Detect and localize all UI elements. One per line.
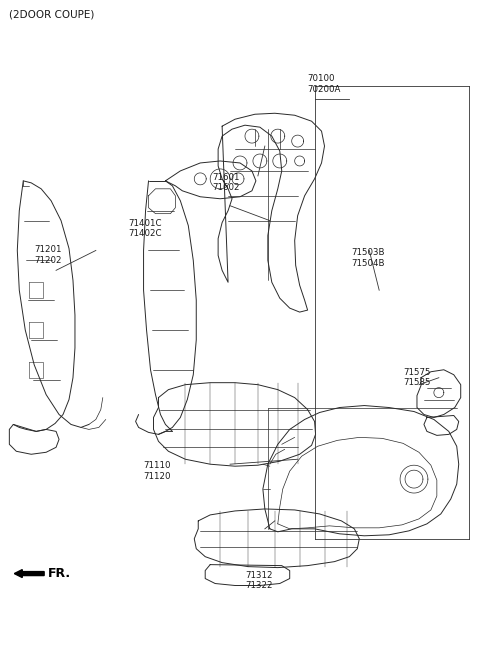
FancyArrow shape — [14, 569, 44, 577]
Text: 71201
71202: 71201 71202 — [34, 245, 62, 265]
Text: 71575
71585: 71575 71585 — [403, 368, 431, 387]
Text: 71312
71322: 71312 71322 — [245, 571, 273, 590]
Text: (2DOOR COUPE): (2DOOR COUPE) — [9, 10, 95, 20]
Text: FR.: FR. — [48, 567, 71, 580]
Text: 71110
71120: 71110 71120 — [144, 461, 171, 481]
Text: 71601
71602: 71601 71602 — [212, 173, 240, 192]
Text: 71503B
71504B: 71503B 71504B — [351, 249, 385, 268]
Text: 71401C
71402C: 71401C 71402C — [129, 218, 162, 238]
Text: 70100
70200A: 70100 70200A — [308, 75, 341, 94]
